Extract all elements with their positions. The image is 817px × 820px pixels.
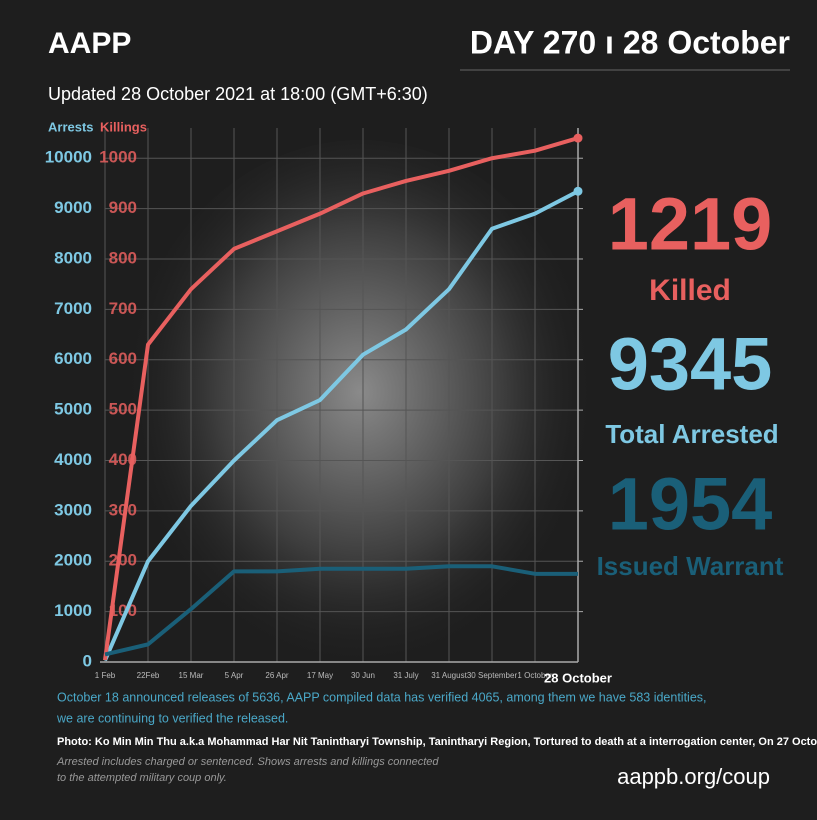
y2-tick-label: 800 [109,248,137,267]
footnote: Arrested includes charged or sentenced. … [56,756,439,768]
url: aappb.org/coup [617,764,770,789]
x-tick-label: 1 October [517,671,552,680]
brand: AAPP [48,27,131,60]
y-tick-label: 8000 [54,248,92,267]
stat-label: Total Arrested [605,419,778,449]
y2-tick-label: 1000 [99,148,137,167]
y-tick-label: 6000 [54,349,92,368]
x-tick-label: 22Feb [137,671,160,680]
stat-label: Issued Warrant [597,551,784,581]
stat-value: 1219 [608,183,773,266]
end-dot [573,133,583,143]
end-dot [573,186,583,196]
x-tick-label: 30 September [467,671,518,680]
y-tick-label: 3000 [54,500,92,519]
y-tick-label: 7000 [54,299,92,318]
y2-tick-label: 900 [109,198,137,217]
x-tick-label: 5 Apr [225,671,244,680]
x-tick-label: 15 Mar [179,671,204,680]
note: October 18 announced releases of 5636, A… [57,690,707,704]
day: DAY 270 ı 28 October [470,24,790,60]
y2-tick-label: 600 [109,349,137,368]
y2-tick-label: 300 [109,500,137,519]
y2-tick-label: 700 [109,299,137,318]
legend-label: Arrests [48,119,94,134]
updated: Updated 28 October 2021 at 18:00 (GMT+6:… [48,84,428,104]
note: we are continuing to verified the releas… [56,711,288,725]
caption: Photo: Ko Min Min Thu a.k.a Mohammad Har… [57,736,817,748]
x-tick-label: 31 July [393,671,418,680]
stat-value: 9345 [608,323,773,406]
x-tick-label: 17 May [307,671,333,680]
y-tick-label: 9000 [54,198,92,217]
legend-label: Killings [100,119,147,134]
stat-value: 1954 [608,463,773,546]
x-tick-label: 1 Feb [95,671,116,680]
x-tick-label: 31 August [431,671,467,680]
footnote: to the attempted military coup only. [57,772,227,784]
y2-tick-label: 500 [109,400,137,419]
photo [120,140,600,700]
y-tick-label: 4000 [54,450,92,469]
y-tick-label: 0 [83,651,92,670]
x-tick-label: 28 October [544,670,612,685]
x-tick-label: 26 Apr [265,671,288,680]
series-line [104,564,578,657]
y-tick-label: 5000 [54,400,92,419]
y-tick-label: 1000 [54,601,92,620]
series-line [103,136,579,661]
y-tick-label: 2000 [54,551,92,570]
y-tick-label: 10000 [45,148,92,167]
y2-tick-label: 200 [109,551,137,570]
x-tick-label: 30 Jun [351,671,375,680]
stat-label: Killed [649,274,731,307]
series-line [103,189,579,662]
